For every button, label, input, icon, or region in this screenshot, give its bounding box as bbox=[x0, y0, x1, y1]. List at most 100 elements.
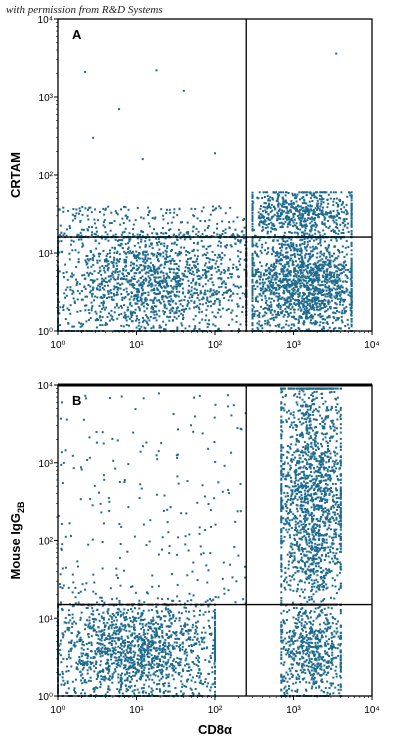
event-dot bbox=[193, 307, 195, 309]
event-dot bbox=[254, 310, 256, 312]
event-dot bbox=[154, 305, 156, 307]
event-dot bbox=[211, 671, 213, 673]
event-dot bbox=[162, 272, 164, 274]
event-dot bbox=[209, 291, 211, 293]
event-dot bbox=[102, 208, 104, 210]
event-dot bbox=[221, 220, 223, 222]
y-tick-label: 10⁴ bbox=[38, 15, 53, 26]
y-tick-label: 10¹ bbox=[39, 249, 54, 260]
event-dot bbox=[216, 290, 218, 292]
event-dot bbox=[132, 312, 134, 314]
event-dot bbox=[279, 247, 281, 249]
event-dot bbox=[99, 620, 101, 622]
event-dot bbox=[331, 272, 333, 274]
event-dot bbox=[216, 260, 218, 262]
event-dot bbox=[258, 215, 260, 217]
event-dot bbox=[252, 261, 254, 263]
event-dot bbox=[294, 232, 296, 234]
event-dot bbox=[176, 214, 178, 216]
event-dot bbox=[189, 297, 191, 299]
event-dot bbox=[197, 268, 199, 270]
event-dot bbox=[116, 294, 118, 296]
event-dot bbox=[325, 310, 327, 312]
event-dot bbox=[305, 227, 307, 229]
event-dot bbox=[98, 253, 100, 255]
event-dot bbox=[279, 218, 281, 220]
event-dot bbox=[138, 290, 140, 292]
event-dot bbox=[178, 310, 180, 312]
event-dot bbox=[99, 260, 101, 262]
event-dot bbox=[297, 194, 299, 196]
event-dot bbox=[271, 270, 273, 272]
event-dot bbox=[218, 205, 220, 207]
event-dot bbox=[179, 620, 181, 622]
event-dot bbox=[131, 292, 133, 294]
event-dot bbox=[265, 269, 267, 271]
event-dot bbox=[296, 303, 298, 305]
event-dot bbox=[316, 197, 318, 199]
event-dot bbox=[143, 319, 145, 321]
event-dot bbox=[326, 282, 328, 284]
event-dot bbox=[72, 614, 74, 616]
event-dot bbox=[102, 304, 104, 306]
event-dot bbox=[128, 672, 130, 674]
event-dot bbox=[335, 232, 337, 234]
event-dot bbox=[338, 212, 340, 214]
event-dot bbox=[351, 268, 353, 270]
event-dot bbox=[160, 232, 162, 234]
event-dot bbox=[293, 316, 295, 318]
event-dot bbox=[329, 254, 331, 256]
event-dot bbox=[303, 298, 305, 300]
event-dot bbox=[301, 298, 303, 300]
event-dot bbox=[326, 293, 328, 295]
event-dot bbox=[133, 267, 135, 269]
event-dot bbox=[277, 306, 279, 308]
event-dot bbox=[238, 305, 240, 307]
event-dot bbox=[147, 291, 149, 293]
event-dot bbox=[291, 316, 293, 318]
event-dot bbox=[267, 217, 269, 219]
event-dot bbox=[186, 261, 188, 263]
event-dot bbox=[116, 305, 118, 307]
event-dot bbox=[163, 328, 165, 330]
event-dot bbox=[336, 317, 338, 319]
event-dot bbox=[177, 272, 179, 274]
event-dot bbox=[166, 273, 168, 275]
event-dot bbox=[186, 617, 188, 619]
event-dot bbox=[62, 234, 64, 236]
event-dot bbox=[163, 243, 165, 245]
event-dot bbox=[319, 270, 321, 272]
event-dot bbox=[301, 243, 303, 245]
event-dot bbox=[296, 196, 298, 198]
event-dot bbox=[118, 656, 120, 658]
event-dot bbox=[158, 315, 160, 317]
event-dot bbox=[339, 304, 341, 306]
event-dot bbox=[323, 253, 325, 255]
event-dot bbox=[78, 261, 80, 263]
event-dot bbox=[266, 263, 268, 265]
event-dot bbox=[319, 234, 321, 236]
event-dot bbox=[345, 209, 347, 211]
event-dot bbox=[258, 275, 260, 277]
event-dot bbox=[268, 322, 270, 324]
event-dot bbox=[333, 276, 335, 278]
event-dot bbox=[126, 320, 128, 322]
event-dot bbox=[150, 274, 152, 276]
event-dot bbox=[112, 235, 114, 237]
event-dot bbox=[65, 289, 67, 291]
event-dot bbox=[252, 202, 254, 204]
event-dot bbox=[307, 311, 309, 313]
event-dot bbox=[309, 253, 311, 255]
event-dot bbox=[151, 253, 153, 255]
event-dot bbox=[108, 267, 110, 269]
event-dot bbox=[333, 317, 335, 319]
event-dot bbox=[69, 258, 71, 260]
event-dot bbox=[226, 290, 228, 292]
event-dot bbox=[222, 294, 224, 296]
event-dot bbox=[292, 292, 294, 294]
event-dot bbox=[256, 322, 258, 324]
event-dot bbox=[80, 679, 82, 681]
event-dot bbox=[326, 206, 328, 208]
event-dot bbox=[292, 262, 294, 264]
event-dot bbox=[213, 289, 215, 291]
